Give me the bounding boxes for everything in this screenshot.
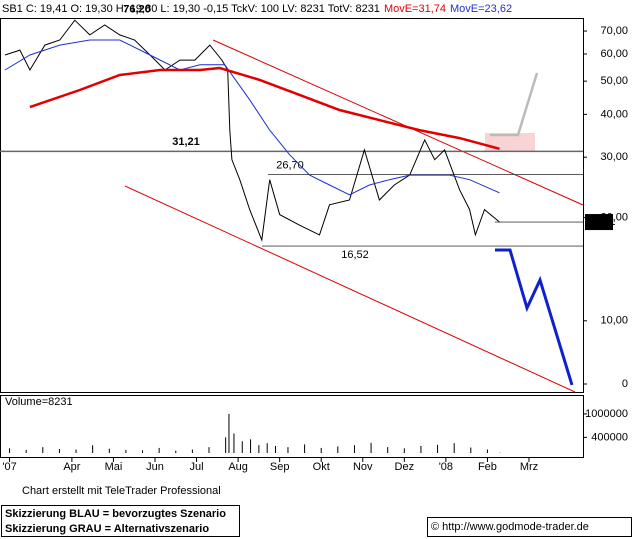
scenario-gray bbox=[490, 72, 539, 137]
y-tick-label: 10,00 bbox=[600, 315, 628, 327]
x-tick-label: Mrz bbox=[520, 461, 538, 473]
last-price-box bbox=[585, 214, 613, 231]
y-tick-label: 60,00 bbox=[600, 48, 628, 60]
credit: Chart erstellt mit TeleTrader Profession… bbox=[22, 485, 221, 497]
legend-gray: Skizzierung GRAU = Alternativszenario bbox=[5, 523, 209, 535]
header: SB1 C: 19,41 O: 19,30 H: 19,80 L: 19,30 … bbox=[2, 3, 512, 15]
volume-frame bbox=[0, 395, 584, 458]
price-line bbox=[4, 19, 500, 242]
price-frame bbox=[0, 18, 584, 393]
volume-title: Volume=8231 bbox=[5, 396, 73, 408]
x-tick-label: Jun bbox=[146, 461, 164, 473]
x-tick-label: Sep bbox=[270, 461, 290, 473]
y-tick-label: 0 bbox=[622, 378, 628, 390]
quote: SB1 C: 19,41 O: 19,30 H: 19,80 L: 19,30 … bbox=[2, 3, 380, 15]
y-tick-label: 400000 bbox=[591, 431, 628, 443]
source-box bbox=[427, 517, 632, 537]
x-tick-label: Nov bbox=[353, 461, 373, 473]
x-tick-label: Okt bbox=[313, 461, 330, 473]
x-tick-label: Dez bbox=[395, 461, 415, 473]
ma-blue-label: MovE=23,62 bbox=[450, 3, 512, 15]
legend-box bbox=[1, 505, 240, 537]
channel-lower bbox=[124, 185, 576, 393]
y-tick-label: 50,00 bbox=[600, 75, 628, 87]
ma-red-label: MovE=31,74 bbox=[384, 3, 446, 15]
x-tick-label: Jul bbox=[190, 461, 204, 473]
channel-upper bbox=[212, 39, 584, 206]
y-tick-label: 1000000 bbox=[585, 408, 628, 420]
y-tick-label: 70,00 bbox=[600, 25, 628, 37]
level-label: 16,52 bbox=[341, 249, 369, 261]
moving-average bbox=[4, 39, 500, 196]
x-tick-label: '07 bbox=[2, 461, 16, 473]
level-label: 31,21 bbox=[172, 136, 200, 148]
x-tick-label: '08 bbox=[439, 461, 453, 473]
x-tick-label: Apr bbox=[63, 461, 80, 473]
moving-average bbox=[29, 66, 500, 151]
last-price-label: 19,41 bbox=[588, 216, 616, 228]
x-tick-label: Mai bbox=[105, 461, 123, 473]
scenario-blue bbox=[495, 248, 574, 386]
level-label: 76,20 bbox=[123, 3, 151, 15]
x-tick-label: Aug bbox=[228, 461, 248, 473]
x-tick-label: Feb bbox=[478, 461, 497, 473]
y-tick-label: 40,00 bbox=[600, 108, 628, 120]
source: © http://www.godmode-trader.de bbox=[431, 521, 589, 533]
y-tick-label: 30,00 bbox=[600, 151, 628, 163]
legend-blue: Skizzierung BLAU = bevorzugtes Szenario bbox=[5, 508, 226, 520]
